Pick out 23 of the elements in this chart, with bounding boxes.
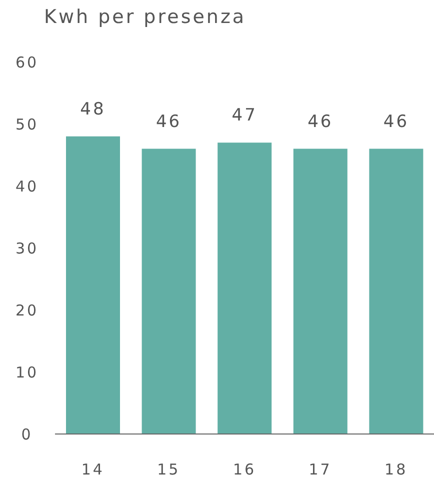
x-tick-label: 17 [308,460,332,479]
x-tick-label: 15 [157,460,180,479]
bar [66,136,120,434]
data-label: 46 [156,112,182,132]
x-tick-label: 14 [81,460,104,479]
bar [369,148,424,434]
data-label: 48 [80,99,106,120]
data-label: 46 [383,112,410,132]
y-tick-label: 10 [15,363,39,382]
y-tick-label: 40 [15,177,39,196]
bar [142,148,196,434]
chart-title: Kwh per presenza [44,6,246,28]
y-tick-label: 20 [15,301,39,320]
bar [293,148,348,434]
data-label: 47 [232,106,258,126]
y-tick-label: 30 [15,239,39,258]
x-tick-label: 18 [384,460,408,479]
y-tick-label: 0 [21,425,33,444]
x-tick-label: 16 [232,460,256,479]
bar [218,142,272,434]
y-tick-label: 60 [15,53,39,72]
data-label: 46 [308,112,334,132]
y-tick-label: 50 [15,115,39,134]
